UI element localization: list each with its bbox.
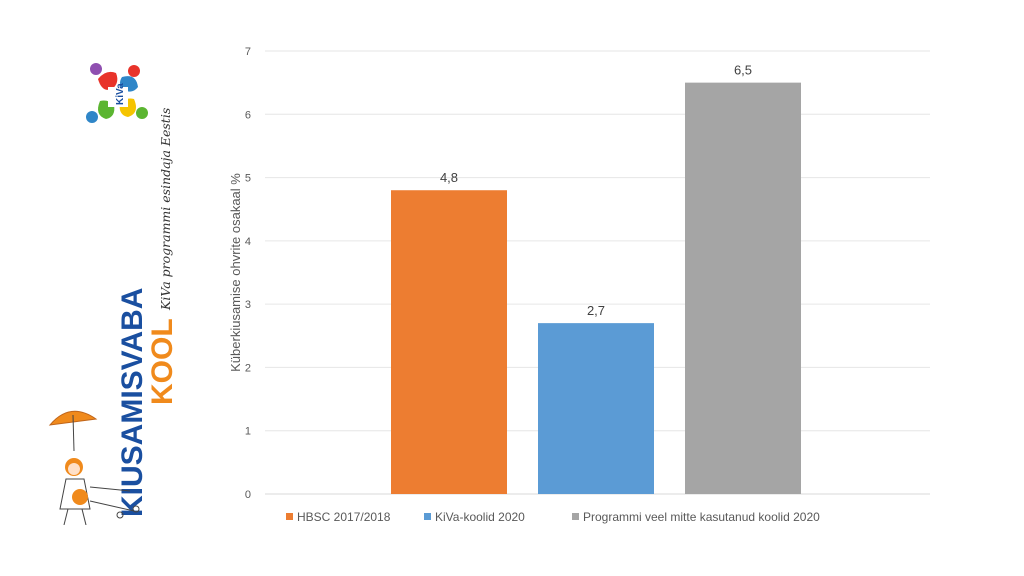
y-tick-label: 4 [245,236,251,248]
legend: HBSC 2017/2018 KiVa-koolid 2020 Programmi … [286,510,820,524]
y-tick-label: 3 [245,299,251,311]
legend-label-3: Programmi veel mitte kasutanud koolid 20… [583,510,820,524]
y-tick-label: 1 [245,426,251,438]
bar-1 [391,190,507,494]
bar-2 [538,323,654,494]
data-label-3: 6,5 [734,63,752,78]
legend-label-2: KiVa-koolid 2020 [435,510,525,524]
brand-title-line1: KIUSAMISVABA [116,288,149,517]
y-axis-ticks: 0 1 2 3 4 5 6 7 [245,46,251,501]
y-tick-label: 6 [245,109,251,121]
y-tick-label: 0 [245,489,251,501]
legend-swatch-3 [572,513,579,520]
y-tick-label: 5 [245,173,251,185]
data-label-1: 4,8 [440,170,458,185]
legend-label-1: HBSC 2017/2018 [297,510,391,524]
y-tick-label: 2 [245,362,251,374]
brand-tagline: KiVa programmi esindaja Eestis [158,108,173,311]
kiva-logo-text: KiVa [115,83,126,105]
brand-title-line2: KOOL [146,318,179,405]
brand-graphic: KiVa KIUSAMISVABA KOOL KiVa programmi es… [48,63,179,526]
y-axis-title: Küberkiusamise ohvrite osakaal % [228,173,243,372]
children-umbrella-illustration [48,410,140,526]
legend-swatch-1 [286,513,293,520]
kiva-logo-icon: KiVa [86,63,148,123]
legend-swatch-2 [424,513,431,520]
brand-sidebar: KiVa KIUSAMISVABA KOOL KiVa programmi es… [30,55,180,526]
bars [391,82,801,495]
data-label-2: 2,7 [587,303,605,318]
y-tick-label: 7 [245,46,251,58]
bar-3 [685,82,801,495]
data-labels: 4,8 2,7 6,5 [440,63,752,318]
